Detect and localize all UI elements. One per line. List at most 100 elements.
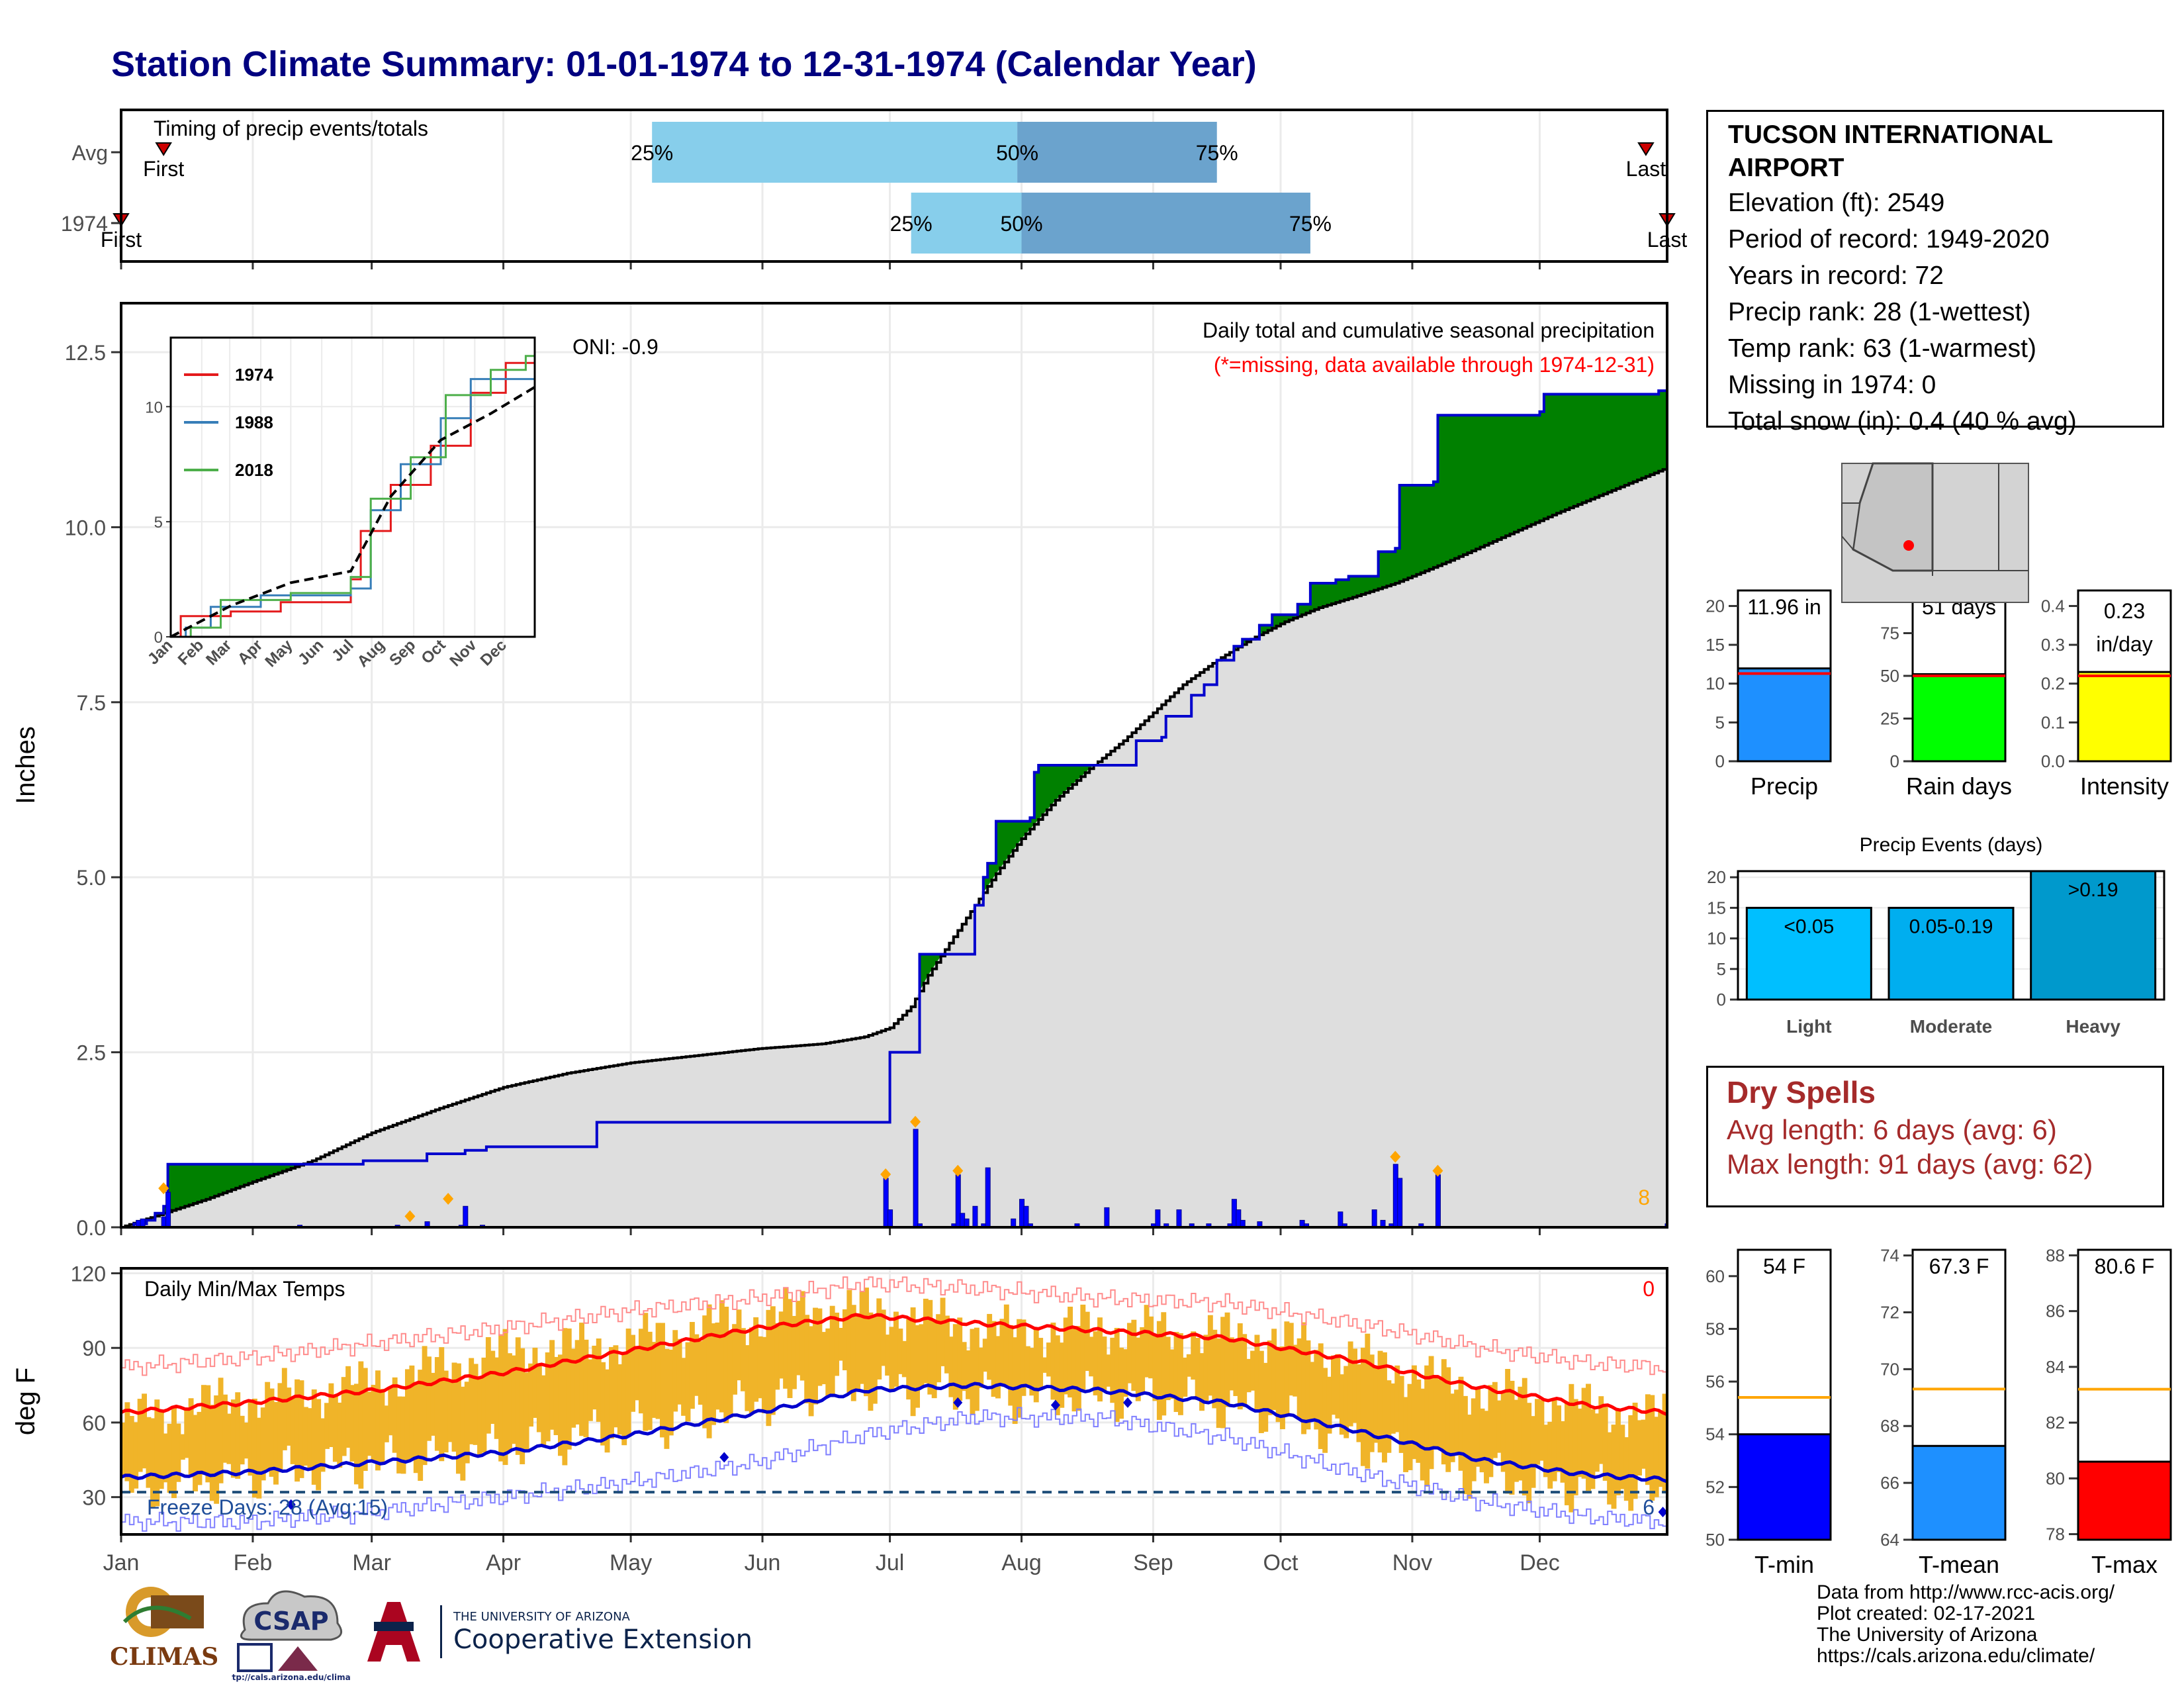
precip-above-normal-fill [1353,576,1358,598]
temp-daily-range-bar [770,1306,776,1415]
precip-above-normal-fill [1637,394,1643,481]
precip-above-normal-fill [231,1164,236,1190]
temp-daily-range-bar [796,1301,801,1376]
temp-daily-range-bar [426,1356,432,1441]
temp-daily-range-bar [749,1327,754,1415]
temp-daily-range-bar [430,1372,436,1436]
temp-daily-range-bar [1505,1369,1511,1494]
temp-daily-range-bar [1373,1367,1379,1443]
temp-daily-range-bar [332,1396,338,1462]
temp-daily-range-bar [532,1347,538,1418]
temp-daily-range-bar [1526,1403,1532,1504]
precip-above-normal-fill [1650,394,1655,475]
precip-y-axis-label: Inches [11,726,40,804]
precip-record-marker [910,1115,921,1128]
temp-daily-range-bar [265,1382,271,1470]
precip-above-normal-fill [1072,765,1077,785]
precip-above-normal-fill [1318,583,1324,608]
precip-above-normal-fill [278,1164,283,1173]
precip-above-normal-fill [1471,415,1477,551]
temp-daily-range-bar [337,1402,343,1468]
temp-daily-range-bar [859,1291,865,1384]
precip-average-line [121,467,1667,1227]
precip-events-panel: 0 5 10 15 20 <0.05 Light 0.05-0.19 Moderate >0.19… [1707,834,2165,1037]
temp-daily-range-bar [647,1331,653,1430]
inset-y-tick-label: 5 [154,514,163,532]
temp-daily-range-bar [1195,1337,1201,1400]
precip-above-normal-fill [240,1164,245,1187]
precip-above-normal-fill [257,1164,262,1180]
inset-border [169,336,536,638]
temp-freeze-marker [286,1499,296,1510]
temp-daily-range-bar [804,1315,810,1403]
timing-label-75: 75% [1289,212,1332,236]
climas-logo-text: CLIMAS [111,1643,217,1671]
temp-daily-range-bar [1564,1403,1570,1505]
temp-daily-range-bar [915,1325,920,1408]
temp-daily-range-bar [1152,1335,1158,1401]
temp-daily-range-bar [1551,1399,1557,1481]
inset-legend-label: 1974 [235,365,273,385]
temp-gauge-1-value-label: 67.3 F [1929,1254,1989,1278]
temp-daily-range-bar [396,1396,402,1474]
temp-y-tick-label: 90 [82,1336,106,1360]
temp-daily-range-bar [1433,1377,1438,1448]
temp-daily-range-bar [1165,1336,1171,1401]
precip-record-marker [952,1164,964,1177]
temp-gauge-0-tick-label: 50 [1706,1530,1725,1550]
temp-gauge-2-tick-label: 84 [2046,1357,2065,1377]
temp-daily-range-bar [1101,1336,1107,1391]
temp-daily-range-bar [876,1298,882,1380]
temp-daily-range-bar [1598,1396,1604,1464]
temp-daily-range-bar [889,1327,895,1390]
precip-above-normal-fill [1344,579,1349,600]
temp-daily-range-bar [1356,1364,1362,1442]
temp-daily-range-bar [885,1335,891,1376]
temp-daily-range-bar [906,1319,912,1400]
temp-gauge-1-tick-label: 74 [1880,1246,1899,1266]
precip-above-normal-fill [1573,394,1578,506]
temp-daily-range-bar [558,1354,563,1456]
precip-above-normal-fill [1476,415,1481,549]
temp-daily-range-bar [872,1315,878,1404]
temp-daily-range-bar [481,1357,487,1453]
precip-gauge-0-label: Precip [1751,773,1818,800]
temp-daily-range-bar [383,1405,389,1442]
temp-daily-range-bar [1207,1315,1213,1396]
temp-month-label: May [610,1550,652,1575]
temp-gauge-1-bar [1911,1444,2007,1541]
temp-daily-range-bar [455,1363,461,1474]
temp-daily-range-bar [163,1433,169,1483]
temp-daily-range-bar [541,1375,547,1446]
temp-daily-range-bar [1280,1346,1285,1430]
temp-daily-range-bar [838,1327,844,1361]
temp-daily-range-bar [379,1389,385,1464]
credits-line-3: The University of Arizona [1817,1624,2038,1646]
temp-daily-range-bar [1071,1326,1077,1412]
temp-month-label: Oct [1263,1550,1298,1575]
temp-daily-range-bar [167,1423,173,1493]
temp-daily-range-bar [1097,1317,1103,1402]
temp-daily-range-bar [834,1312,840,1376]
temp-daily-range-bar [944,1315,950,1374]
precip-subtitle: (*=missing, data available through 1974-… [1214,353,1655,377]
temp-daily-range-bar [142,1393,147,1469]
precip-daily-bar [463,1205,469,1227]
temp-gauge-1-tick-label: 66 [1880,1473,1899,1493]
temp-daily-range-bar [413,1382,419,1474]
temp-freeze-marker [1050,1399,1060,1411]
precip-above-normal-fill [1042,765,1048,815]
temp-daily-range-bar [1398,1376,1404,1453]
temp-daily-range-bar [621,1354,627,1446]
precip-above-normal-fill [1408,485,1413,579]
temp-daily-range-bar [1628,1415,1634,1511]
precip-panel: 0.0 2.5 5.0 7.5 10.0 12.5 Daily total and cumu… [11,302,1668,1240]
temp-daily-range-bar [256,1417,262,1499]
precip-gauge-2-value-label-unit: in/day [2096,632,2152,656]
precip-above-normal-fill [1416,485,1422,575]
events-bar-label: 0.05-0.19 [1909,915,1993,937]
precip-above-normal-fill [1615,394,1621,489]
events-y-tick-label: 15 [1707,898,1726,917]
